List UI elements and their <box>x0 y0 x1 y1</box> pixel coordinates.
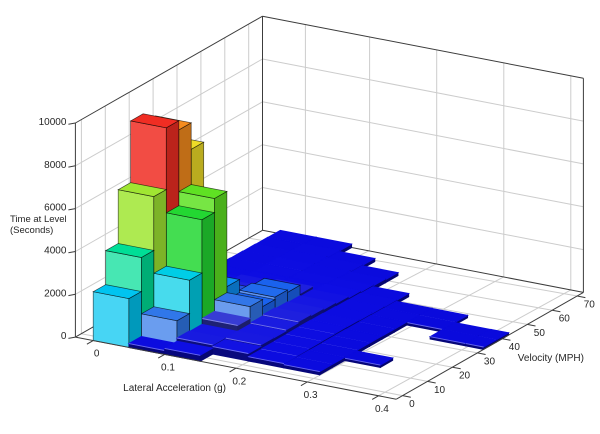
svg-text:0: 0 <box>94 349 100 360</box>
svg-text:6000: 6000 <box>44 203 67 214</box>
svg-text:0: 0 <box>61 331 67 342</box>
svg-text:2000: 2000 <box>44 288 67 299</box>
svg-text:70: 70 <box>584 300 596 311</box>
svg-text:4000: 4000 <box>44 246 67 257</box>
svg-text:0.4: 0.4 <box>375 404 389 415</box>
svg-text:0.3: 0.3 <box>304 390 318 401</box>
svg-text:(Seconds): (Seconds) <box>10 225 53 236</box>
svg-text:8000: 8000 <box>44 160 67 171</box>
svg-text:0.2: 0.2 <box>232 376 246 387</box>
svg-text:0.1: 0.1 <box>161 363 175 374</box>
svg-text:Velocity (MPH): Velocity (MPH) <box>518 353 584 364</box>
svg-text:30: 30 <box>484 356 496 367</box>
svg-text:0: 0 <box>409 399 415 410</box>
svg-text:60: 60 <box>559 314 571 325</box>
svg-text:Time at Level: Time at Level <box>10 214 67 225</box>
svg-text:Lateral Acceleration (g): Lateral Acceleration (g) <box>123 383 226 394</box>
svg-text:10000: 10000 <box>39 117 67 128</box>
svg-text:20: 20 <box>459 371 471 382</box>
svg-text:50: 50 <box>534 328 546 339</box>
svg-text:10: 10 <box>434 385 446 396</box>
svg-text:40: 40 <box>509 342 521 353</box>
